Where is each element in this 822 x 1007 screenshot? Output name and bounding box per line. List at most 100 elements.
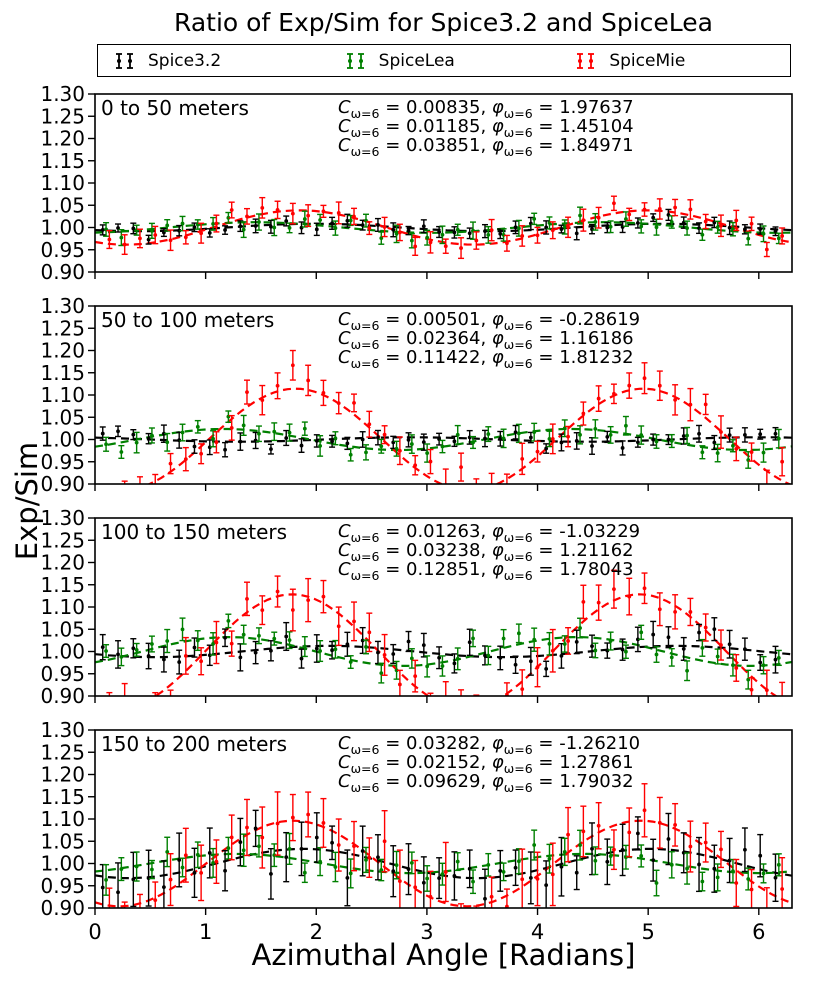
- fit-curve-SpiceMie: [153, 593, 778, 696]
- panel-label: 50 to 100 meters: [101, 308, 274, 332]
- marker-dot: [589, 58, 594, 63]
- legend-entry-spicelea: SpiceLea: [329, 51, 560, 71]
- errorbars-SpiceLea: [103, 829, 782, 897]
- marker-dot: [128, 58, 132, 63]
- errorbar-icon: [577, 52, 595, 69]
- fit-annotation: Cω=6 = 0.03282, φω=6 = -1.26210: [338, 733, 640, 757]
- errorbars-SpiceLea: [103, 410, 782, 469]
- x-tick-label: 1: [199, 920, 212, 944]
- fit-annotation: Cω=6 = 0.03238, φω=6 = 1.21162: [338, 540, 634, 564]
- y-tick-label: 1.00: [40, 640, 85, 664]
- marker-dot: [347, 58, 352, 63]
- y-tick-label: 0.90: [40, 472, 85, 496]
- errorbars-Spice3.2: [99, 208, 779, 245]
- y-tick-label: 1.25: [40, 740, 85, 764]
- fit-annotation: Cω=6 = 0.11422, φω=6 = 1.81232: [338, 347, 634, 371]
- marker-dot: [358, 58, 363, 63]
- errorbars-SpiceLea: [103, 206, 782, 249]
- errorbars-SpiceLea: [103, 613, 782, 690]
- fit-annotation: Cω=6 = 0.00835, φω=6 = 1.97637: [338, 97, 634, 121]
- x-tick-label: 6: [752, 920, 765, 944]
- errorbar-icon: [346, 52, 364, 69]
- fit-curve-SpiceMie: [95, 209, 792, 246]
- y-tick-label: 1.20: [40, 127, 85, 151]
- panel-label: 100 to 150 meters: [101, 520, 287, 544]
- y-tick-label: 1.00: [40, 216, 85, 240]
- y-tick-label: 0.90: [40, 684, 85, 708]
- fit-curve-SpiceMie: [95, 819, 792, 908]
- y-tick-label: 1.30: [40, 82, 85, 106]
- fit-annotation: Cω=6 = 0.02364, φω=6 = 1.16186: [338, 328, 634, 352]
- fit-annotation: Cω=6 = 0.09629, φω=6 = 1.79032: [338, 771, 634, 795]
- panel-1: 0.900.951.001.051.101.151.201.251.30 50 t…: [40, 294, 793, 496]
- y-tick-label: 1.15: [40, 149, 85, 173]
- y-tick-label: 1.05: [40, 405, 85, 429]
- y-tick-label: 1.10: [40, 171, 85, 195]
- y-tick-label: 1.00: [40, 852, 85, 876]
- y-tick-label: 1.10: [40, 807, 85, 831]
- x-tick-label: 5: [641, 920, 654, 944]
- legend-entry-spicemie: SpiceMie: [559, 51, 790, 71]
- fit-annotation: Cω=6 = 0.01263, φω=6 = -1.03229: [338, 521, 640, 545]
- errorbars-SpiceMie: [106, 783, 786, 908]
- y-tick-label: 1.25: [40, 316, 85, 340]
- y-tick-label: 1.25: [40, 104, 85, 128]
- fit-curve-SpiceLea: [95, 635, 792, 667]
- panel-3: 0.900.951.001.051.101.151.201.251.30 0 1 2 3…: [40, 718, 793, 944]
- y-tick-label: 1.05: [40, 829, 85, 853]
- fit-annotation: Cω=6 = 0.00501, φω=6 = -0.28619: [338, 309, 640, 333]
- errorbars-SpiceMie: [106, 569, 786, 696]
- fit-annotation: Cω=6 = 0.03851, φω=6 = 1.84971: [338, 135, 634, 159]
- panel-0: 0.900.951.001.051.101.151.201.251.30 0 to…: [40, 82, 793, 284]
- y-tick-label: 1.15: [40, 361, 85, 385]
- y-tick-label: 1.20: [40, 763, 85, 787]
- x-tick-label: 0: [88, 920, 101, 944]
- y-tick-label: 0.90: [40, 260, 85, 284]
- errorbars-Spice3.2: [99, 809, 779, 908]
- y-tick-label: 0.90: [40, 896, 85, 920]
- fit-curve-SpiceLea: [95, 852, 792, 875]
- legend-label: SpiceMie: [609, 50, 686, 71]
- marker-dot: [117, 58, 121, 63]
- y-tick-label: 1.20: [40, 551, 85, 575]
- legend-label: SpiceLea: [378, 50, 455, 71]
- y-tick-label: 1.15: [40, 573, 85, 597]
- legend-label: Spice3.2: [148, 50, 222, 71]
- fit-annotation: Cω=6 = 0.12851, φω=6 = 1.78043: [338, 559, 634, 583]
- y-tick-label: 0.95: [40, 874, 85, 898]
- y-tick-label: 1.30: [40, 506, 85, 530]
- y-axis-label: Exp/Sim: [10, 441, 44, 561]
- y-tick-label: 0.95: [40, 450, 85, 474]
- y-tick-label: 1.10: [40, 383, 85, 407]
- legend: Spice3.2 SpiceLea SpiceM: [97, 44, 791, 77]
- y-tick-label: 1.30: [40, 718, 85, 742]
- marker-dot: [578, 58, 583, 63]
- y-tick-label: 1.10: [40, 595, 85, 619]
- panel-2: 0.900.951.001.051.101.151.201.251.30 100 …: [40, 506, 793, 708]
- legend-entry-spice3-2: Spice3.2: [98, 51, 329, 71]
- fit-curve-SpiceMie: [95, 387, 792, 484]
- errorbar-icon: [116, 52, 133, 69]
- errorbars-SpiceMie: [121, 349, 786, 484]
- y-tick-label: 1.05: [40, 617, 85, 641]
- x-axis-label: Azimuthal Angle [Radians]: [251, 938, 636, 972]
- panel-label: 0 to 50 meters: [101, 96, 249, 120]
- y-tick-label: 1.15: [40, 785, 85, 809]
- errorbars-SpiceMie: [106, 195, 786, 260]
- y-tick-label: 1.00: [40, 428, 85, 452]
- y-tick-label: 1.20: [40, 339, 85, 363]
- x-tick-label: 2: [310, 920, 323, 944]
- panel-label: 150 to 200 meters: [101, 732, 287, 756]
- x-tick-label: 3: [420, 920, 433, 944]
- y-tick-label: 1.05: [40, 193, 85, 217]
- y-tick-label: 1.30: [40, 294, 85, 318]
- errorbars-Spice3.2: [99, 617, 779, 678]
- chart-title: Ratio of Exp/Sim for Spice3.2 and SpiceL…: [174, 8, 713, 37]
- x-tick-label: 4: [531, 920, 544, 944]
- y-tick-label: 0.95: [40, 662, 85, 686]
- y-tick-label: 0.95: [40, 238, 85, 262]
- fit-annotation: Cω=6 = 0.01185, φω=6 = 1.45104: [338, 116, 634, 140]
- y-tick-label: 1.25: [40, 528, 85, 552]
